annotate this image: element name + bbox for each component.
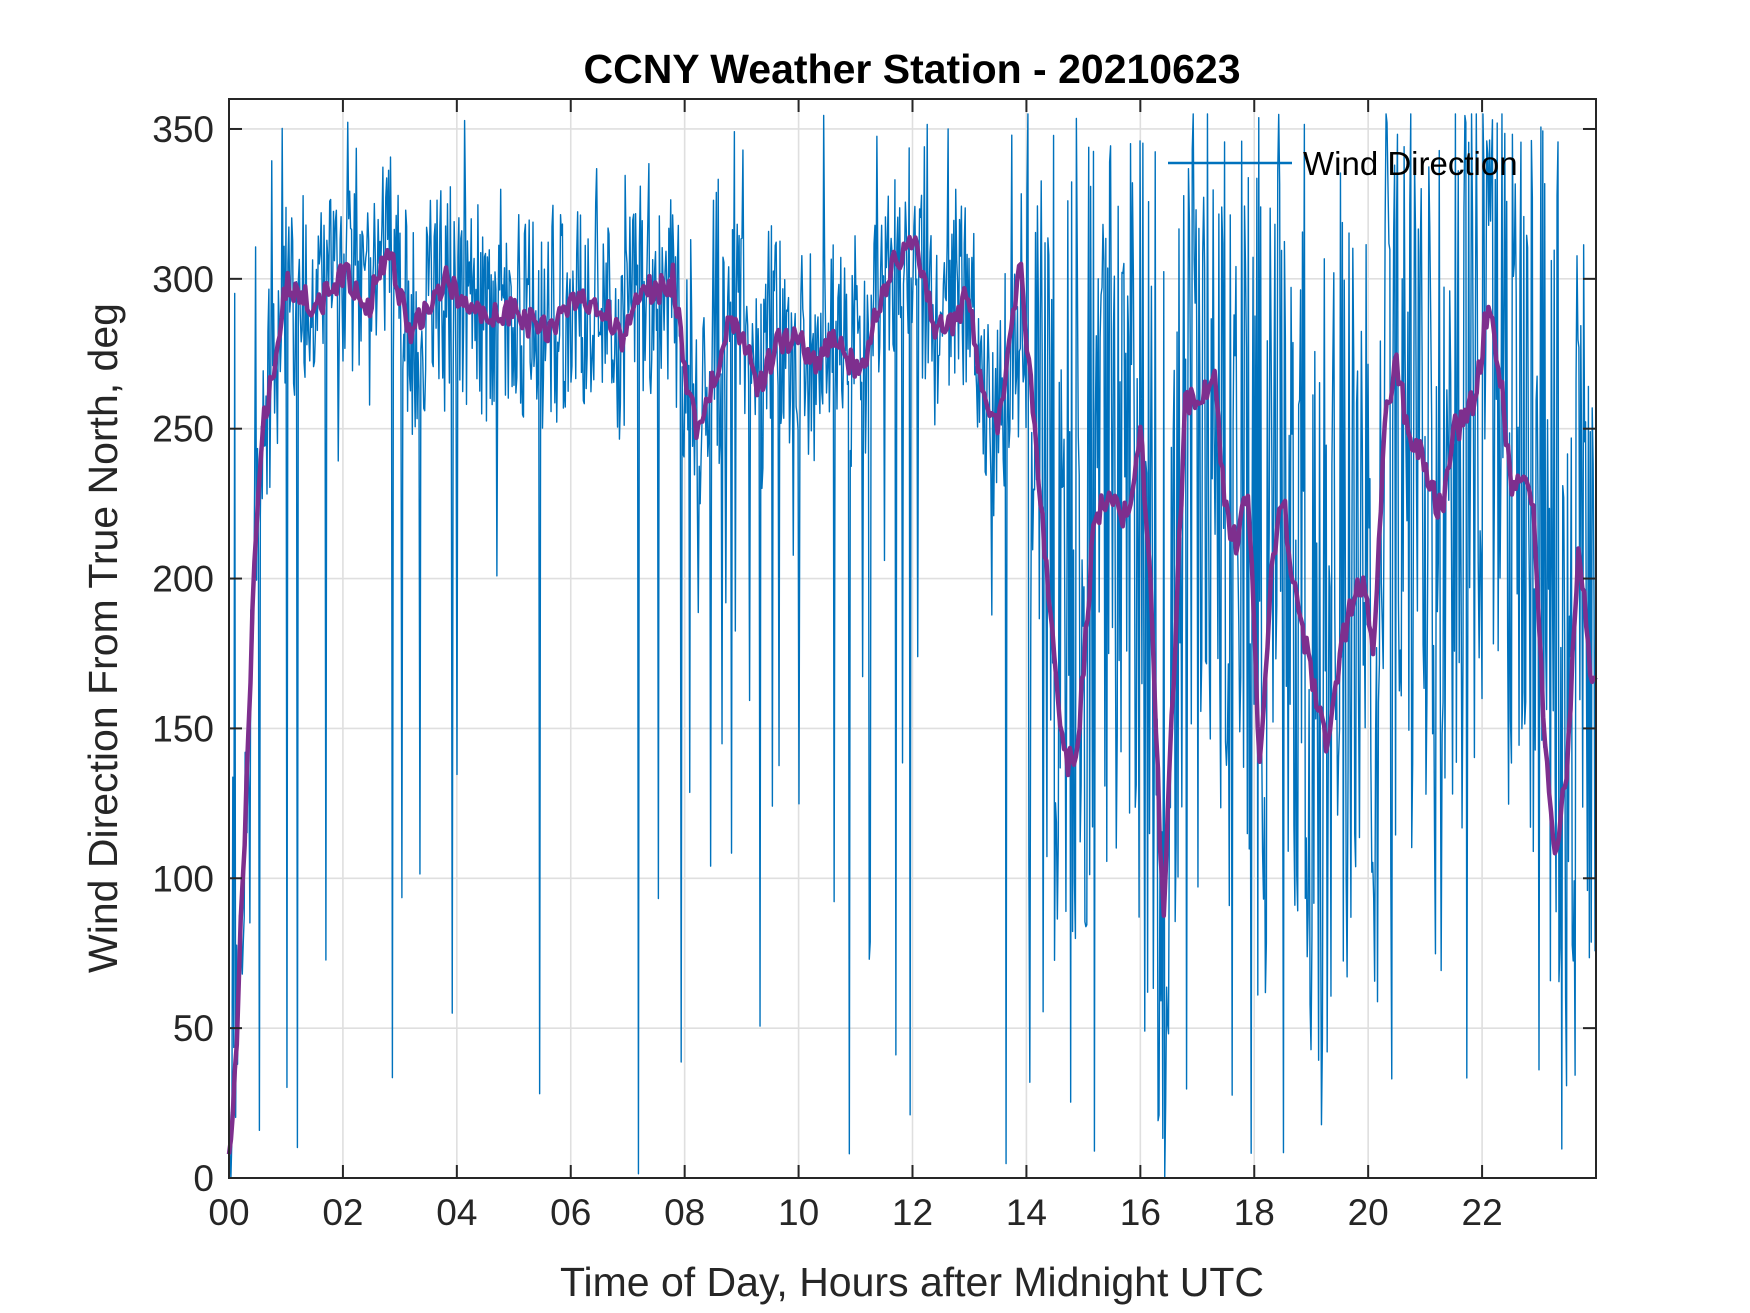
series-line-wind-direction-smoothed [226,234,1598,1155]
x-tick-label-16: 16 [1120,1192,1161,1233]
x-tick-label-12: 12 [892,1192,933,1233]
series-wind-direction [228,113,1597,1179]
y-tick-label-350: 350 [152,109,214,150]
x-tick-label-04: 04 [436,1192,477,1233]
y-axis-label: Wind Direction From True North, deg [80,303,126,973]
x-tick-label-08: 08 [664,1192,705,1233]
y-tick-label-250: 250 [152,409,214,450]
x-tick-label-06: 06 [550,1192,591,1233]
x-tick-label-00: 00 [208,1192,249,1233]
x-tick-label-18: 18 [1234,1192,1275,1233]
x-tick-label-14: 14 [1006,1192,1047,1233]
legend-label-wind-direction: Wind Direction [1303,145,1518,182]
y-tick-labels: 0 50 100 150 200 250 300 350 [152,109,214,1199]
y-tick-label-150: 150 [152,708,214,749]
y-tick-label-100: 100 [152,858,214,899]
x-tick-label-10: 10 [778,1192,819,1233]
y-tick-label-50: 50 [173,1008,214,1049]
series-line-wind-direction [228,113,1597,1179]
legend[interactable]: Wind Direction [1168,145,1518,182]
series-wind-direction-smoothed [226,234,1598,1155]
x-tick-labels: 00 02 04 06 08 10 12 14 16 18 20 22 [208,1192,1502,1233]
x-axis-label: Time of Day, Hours after Midnight UTC [560,1259,1264,1305]
y-tick-label-300: 300 [152,259,214,300]
x-tick-label-20: 20 [1348,1192,1389,1233]
axis-ticks [228,99,1596,1179]
chart-title: CCNY Weather Station - 20210623 [583,46,1240,92]
x-tick-label-02: 02 [322,1192,363,1233]
x-tick-label-22: 22 [1462,1192,1503,1233]
y-tick-label-0: 0 [193,1158,214,1199]
y-tick-label-200: 200 [152,559,214,600]
